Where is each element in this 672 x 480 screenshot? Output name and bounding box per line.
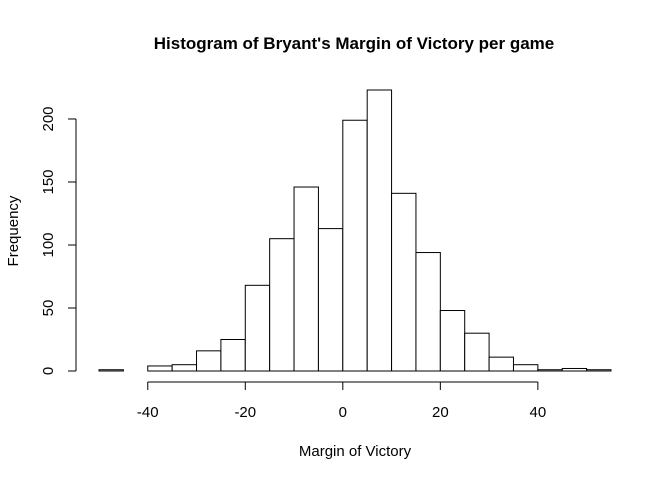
y-axis: 0 50 100 150 200 [40, 106, 77, 375]
histogram-bar [147, 365, 173, 372]
x-axis: -40 -20 0 20 40 [137, 381, 547, 421]
histogram-bar [269, 238, 295, 372]
y-tick-label: 0 [40, 367, 57, 375]
histogram-bar [586, 369, 612, 372]
y-tick-label: 50 [40, 300, 57, 317]
histogram-bar [98, 369, 124, 372]
histogram-bar [415, 252, 441, 372]
histogram-bar [537, 369, 563, 372]
histogram-bar [366, 89, 393, 372]
x-tick-label: -40 [137, 404, 159, 421]
chart-title: Histogram of Bryant's Margin of Victory … [154, 34, 554, 53]
x-axis-label: Margin of Victory [299, 443, 412, 460]
x-tick-label: -20 [234, 404, 256, 421]
y-tick-label: 200 [40, 106, 57, 131]
histogram-bar [561, 367, 588, 372]
x-tick-label: 20 [432, 404, 449, 421]
bars-group [98, 89, 612, 372]
histogram-bar [171, 364, 198, 372]
y-tick-label: 100 [40, 232, 57, 257]
histogram-bar [293, 186, 319, 372]
x-tick-label: 40 [530, 404, 547, 421]
histogram-bar [317, 228, 344, 372]
histogram-bar [439, 310, 466, 372]
y-tick-label: 150 [40, 169, 57, 194]
x-tick-label: 0 [339, 404, 347, 421]
histogram-bar [512, 364, 539, 372]
y-axis-label: Frequency [5, 195, 22, 266]
histogram-bar [196, 350, 222, 372]
histogram-bar [244, 284, 271, 372]
histogram-bar [220, 338, 246, 372]
histogram-bar [464, 332, 490, 372]
histogram-bar [342, 119, 368, 372]
histogram-bar [488, 356, 514, 372]
histogram-bar [391, 192, 417, 372]
